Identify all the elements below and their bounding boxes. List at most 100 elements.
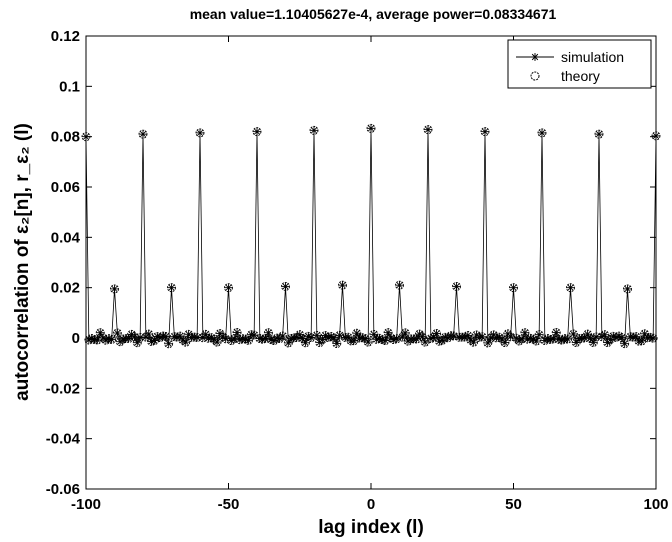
simulation-point <box>509 284 518 292</box>
simulation-point <box>307 333 315 342</box>
simulation-point <box>370 330 378 338</box>
theory-point <box>110 284 119 294</box>
simulation-point <box>621 340 629 348</box>
theory-point <box>309 125 319 135</box>
simulation-point <box>318 335 327 344</box>
simulation-point <box>521 329 529 337</box>
simulation-point <box>632 333 640 341</box>
simulation-point <box>136 333 144 342</box>
simulation-point <box>165 340 173 348</box>
theory-point <box>164 339 174 349</box>
legend-simulation-marker-icon <box>531 53 539 61</box>
y-tick-label: 0.06 <box>51 179 80 196</box>
simulation-point <box>538 129 546 137</box>
simulation-point <box>381 336 389 345</box>
theory-point <box>212 337 222 347</box>
y-tick-label: 0.02 <box>51 280 80 297</box>
theory-point <box>620 339 630 349</box>
simulation-point <box>401 329 409 337</box>
theory-point <box>480 127 490 137</box>
series-simulation-line <box>85 128 657 345</box>
theory-point <box>167 283 176 293</box>
simulation-point <box>584 330 592 338</box>
simulation-point <box>139 130 147 138</box>
simulation-point <box>330 334 338 342</box>
y-tick-label: -0.06 <box>46 481 80 498</box>
simulation-point <box>481 128 489 136</box>
theory-point <box>338 280 347 290</box>
theory-point <box>423 125 433 135</box>
simulation-point <box>130 333 139 341</box>
simulation-point <box>313 331 321 339</box>
simulation-point <box>464 331 472 340</box>
simulation-point <box>586 334 595 342</box>
y-tick-label: 0.12 <box>51 28 80 45</box>
simulation-point <box>230 335 238 343</box>
simulation-point <box>145 330 153 338</box>
simulation-point <box>418 333 426 341</box>
simulation-point <box>478 333 486 341</box>
simulation-point <box>253 128 261 136</box>
legend-theory-label: theory <box>561 68 600 84</box>
theory-point <box>184 329 194 339</box>
simulation-point <box>518 335 526 343</box>
simulation-point <box>110 285 119 293</box>
simulation-point <box>233 328 241 337</box>
theory-point <box>534 330 544 340</box>
simulation-point <box>572 338 580 347</box>
theory-point <box>466 335 476 345</box>
legend-simulation-label: simulation <box>561 49 624 65</box>
y-tick-label: -0.04 <box>46 431 81 448</box>
theory-point <box>215 329 225 339</box>
simulation-point <box>264 329 272 337</box>
theory-point <box>283 338 293 348</box>
simulation-point <box>296 331 304 339</box>
simulation-point <box>395 281 404 289</box>
simulation-point <box>569 330 577 338</box>
theory-point <box>138 129 148 139</box>
simulation-point <box>93 336 101 344</box>
simulation-point <box>338 281 347 289</box>
simulation-point <box>156 333 164 342</box>
simulation-point <box>202 330 210 338</box>
simulation-point <box>261 334 270 343</box>
simulation-point <box>589 338 597 347</box>
simulation-point <box>167 284 176 292</box>
theory-point <box>452 281 461 291</box>
theory-point <box>315 338 325 347</box>
simulation-point <box>196 129 204 137</box>
simulation-point <box>367 124 375 132</box>
theory-point <box>395 280 404 290</box>
y-tick-label: 0.04 <box>51 229 81 246</box>
theory-point <box>141 332 151 342</box>
theory-point <box>383 328 393 338</box>
simulation-point <box>344 333 352 341</box>
theory-point <box>132 338 142 348</box>
simulation-point <box>281 282 290 291</box>
simulation-point <box>450 332 458 340</box>
simulation-point <box>424 126 432 134</box>
simulation-point <box>566 284 575 292</box>
x-tick-label: -100 <box>71 496 101 513</box>
theory-point <box>195 128 205 138</box>
simulation-point <box>364 338 372 346</box>
simulation-point <box>452 282 461 291</box>
theory-point <box>469 337 479 347</box>
simulation-point <box>284 339 292 347</box>
theory-point <box>352 328 362 338</box>
simulation-point <box>222 335 230 343</box>
simulation-point <box>176 332 184 340</box>
y-axis-label: autocorrelation of ε₂[n], r_ε₂ (l) <box>12 123 33 401</box>
simulation-point <box>250 331 258 339</box>
theory-point <box>95 328 105 338</box>
theory-point <box>603 338 612 347</box>
theory-point <box>252 127 262 137</box>
simulation-point <box>182 338 190 346</box>
simulation-point <box>623 285 632 293</box>
simulation-point <box>535 331 543 339</box>
simulation-point <box>595 130 603 138</box>
y-tick-label: -0.02 <box>46 380 80 397</box>
theory-point <box>135 333 145 342</box>
simulation-point <box>581 334 589 342</box>
simulation-point <box>150 336 158 345</box>
